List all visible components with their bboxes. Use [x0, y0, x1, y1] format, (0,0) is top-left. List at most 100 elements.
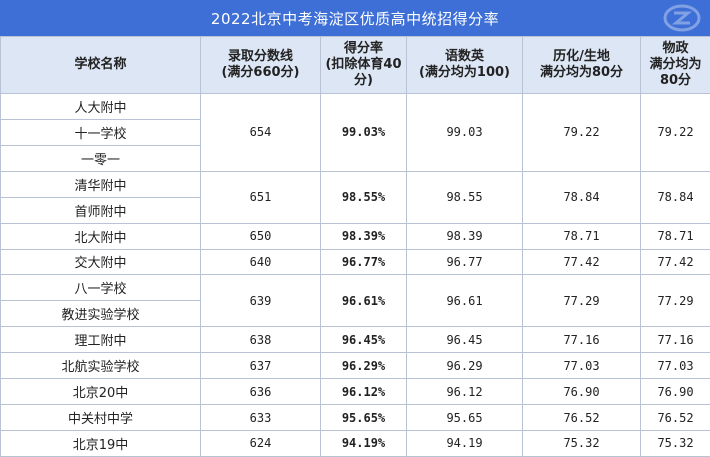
header-line: 物政: [662, 41, 689, 56]
phys-politics-cell: 76.52: [640, 404, 710, 431]
col-school-name-header: 学校名称: [0, 36, 201, 94]
header-line: 分): [354, 73, 373, 88]
school-name-cell: 交大附中: [0, 248, 201, 276]
header-line: (扣除体育40: [325, 57, 402, 72]
chn-math-eng-cell: 95.65: [406, 404, 523, 431]
school-name-cell: 十一学校: [0, 118, 201, 146]
admission-line-cell: 637: [200, 352, 321, 380]
school-name-cell: 一零一: [0, 144, 201, 172]
school-name-cell: 教进实验学校: [0, 300, 201, 328]
phys-politics-cell: 78.84: [640, 170, 710, 224]
score-rate-cell: 98.55%: [320, 170, 407, 224]
header-line: 满分均为: [649, 57, 702, 72]
chn-math-eng-cell: 96.45: [406, 326, 523, 354]
col-phys-politics-header: 物政 满分均为 80分: [640, 36, 710, 94]
hist-chem-bio-geo-cell: 77.42: [522, 248, 641, 276]
score-rate-cell: 94.19%: [320, 429, 407, 457]
phys-politics-cell: 77.03: [640, 352, 710, 380]
hist-chem-bio-geo-cell: 75.32: [522, 429, 641, 457]
score-table: 学校名称 录取分数线 (满分660分) 得分率 (扣除体育40 分) 语数英 (满分均为100…: [0, 36, 710, 457]
table-row: 北京20中 636 96.12% 96.12 76.90 76.90: [0, 378, 710, 406]
score-rate-cell: 98.39%: [320, 222, 407, 250]
table-title: 2022北京中考海淀区优质高中统招得分率: [0, 0, 710, 36]
table-row: 八一学校 639 96.61% 96.61 77.29 77.29: [0, 274, 710, 328]
phys-politics-cell: 76.90: [640, 378, 710, 406]
table-row: 北京19中 624 94.19% 94.19 75.32 75.32: [0, 429, 710, 457]
admission-line-cell: 633: [200, 404, 321, 431]
table-row: 人大附中 654 99.03% 99.03 79.22 79.22: [0, 93, 710, 172]
school-name-cell: 北京19中: [0, 429, 201, 457]
table-row: 一零一: [0, 144, 710, 172]
chn-math-eng-cell: 96.61: [406, 274, 523, 328]
header-line: 学校名称: [74, 57, 127, 72]
admission-line-cell: 636: [200, 378, 321, 406]
school-name-cell: 中关村中学: [0, 404, 201, 431]
score-rate-cell: 99.03%: [320, 93, 407, 172]
header-line: 满分均为80分: [539, 65, 624, 80]
chn-math-eng-cell: 96.77: [406, 248, 523, 276]
header-line: 录取分数线: [227, 49, 293, 64]
chn-math-eng-cell: 96.12: [406, 378, 523, 406]
header-line: 历化/生地: [553, 49, 610, 64]
table-title-text: 2022北京中考海淀区优质高中统招得分率: [210, 9, 500, 28]
header-line: (满分660分): [221, 65, 300, 80]
hist-chem-bio-geo-cell: 77.29: [522, 274, 641, 328]
school-name-cell: 北航实验学校: [0, 352, 201, 380]
admission-line-cell: 638: [200, 326, 321, 354]
admission-line-cell: 640: [200, 248, 321, 276]
admission-line-cell: 650: [200, 222, 321, 250]
col-chn-math-eng-header: 语数英 (满分均为100): [406, 36, 523, 94]
admission-line-cell: 639: [200, 274, 321, 328]
phys-politics-cell: 78.71: [640, 222, 710, 250]
score-rate-cell: 96.12%: [320, 378, 407, 406]
admission-line-cell: 651: [200, 170, 321, 224]
hist-chem-bio-geo-cell: 79.22: [522, 93, 641, 172]
col-score-rate-header: 得分率 (扣除体育40 分): [320, 36, 407, 94]
hist-chem-bio-geo-cell: 77.03: [522, 352, 641, 380]
table-row: 北航实验学校 637 96.29% 96.29 77.03 77.03: [0, 352, 710, 380]
table-row: 首师附中: [0, 196, 710, 224]
hist-chem-bio-geo-cell: 78.84: [522, 170, 641, 224]
phys-politics-cell: 77.29: [640, 274, 710, 328]
school-name-cell: 八一学校: [0, 274, 201, 302]
chn-math-eng-cell: 98.55: [406, 170, 523, 224]
phys-politics-cell: 77.16: [640, 326, 710, 354]
hist-chem-bio-geo-cell: 78.71: [522, 222, 641, 250]
col-admission-line-header: 录取分数线 (满分660分): [200, 36, 321, 94]
chn-math-eng-cell: 94.19: [406, 429, 523, 457]
header-line: 80分: [659, 73, 692, 88]
school-name-cell: 首师附中: [0, 196, 201, 224]
table-row: 北大附中 650 98.39% 98.39 78.71 78.71: [0, 222, 710, 250]
score-rate-cell: 96.45%: [320, 326, 407, 354]
admission-line-cell: 624: [200, 429, 321, 457]
school-name-cell: 北大附中: [0, 222, 201, 250]
header-line: 语数英: [444, 49, 484, 64]
school-name-cell: 人大附中: [0, 93, 201, 120]
table-body: 人大附中 654 99.03% 99.03 79.22 79.22 十一学校 一零一 清华附中 6…: [0, 93, 710, 457]
phys-politics-cell: 77.42: [640, 248, 710, 276]
school-name-cell: 理工附中: [0, 326, 201, 354]
col-hist-chem-bio-geo-header: 历化/生地 满分均为80分: [522, 36, 641, 94]
chn-math-eng-cell: 99.03: [406, 93, 523, 172]
hist-chem-bio-geo-cell: 77.16: [522, 326, 641, 354]
site-logo-icon: [663, 4, 701, 32]
admission-line-cell: 654: [200, 93, 321, 172]
header-row: 学校名称 录取分数线 (满分660分) 得分率 (扣除体育40 分) 语数英 (满分均为100…: [0, 36, 710, 94]
chn-math-eng-cell: 96.29: [406, 352, 523, 380]
table-row: 清华附中 651 98.55% 98.55 78.84 78.84: [0, 170, 710, 224]
header-line: (满分均为100): [418, 65, 511, 80]
school-name-cell: 北京20中: [0, 378, 201, 406]
chn-math-eng-cell: 98.39: [406, 222, 523, 250]
header-line: 得分率: [343, 41, 383, 56]
score-rate-cell: 96.77%: [320, 248, 407, 276]
hist-chem-bio-geo-cell: 76.90: [522, 378, 641, 406]
table-row: 理工附中 638 96.45% 96.45 77.16 77.16: [0, 326, 710, 354]
phys-politics-cell: 75.32: [640, 429, 710, 457]
school-name-cell: 清华附中: [0, 170, 201, 198]
table-row: 交大附中 640 96.77% 96.77 77.42 77.42: [0, 248, 710, 276]
phys-politics-cell: 79.22: [640, 93, 710, 172]
score-rate-cell: 96.29%: [320, 352, 407, 380]
table-row: 中关村中学 633 95.65% 95.65 76.52 76.52: [0, 404, 710, 431]
score-rate-cell: 95.65%: [320, 404, 407, 431]
